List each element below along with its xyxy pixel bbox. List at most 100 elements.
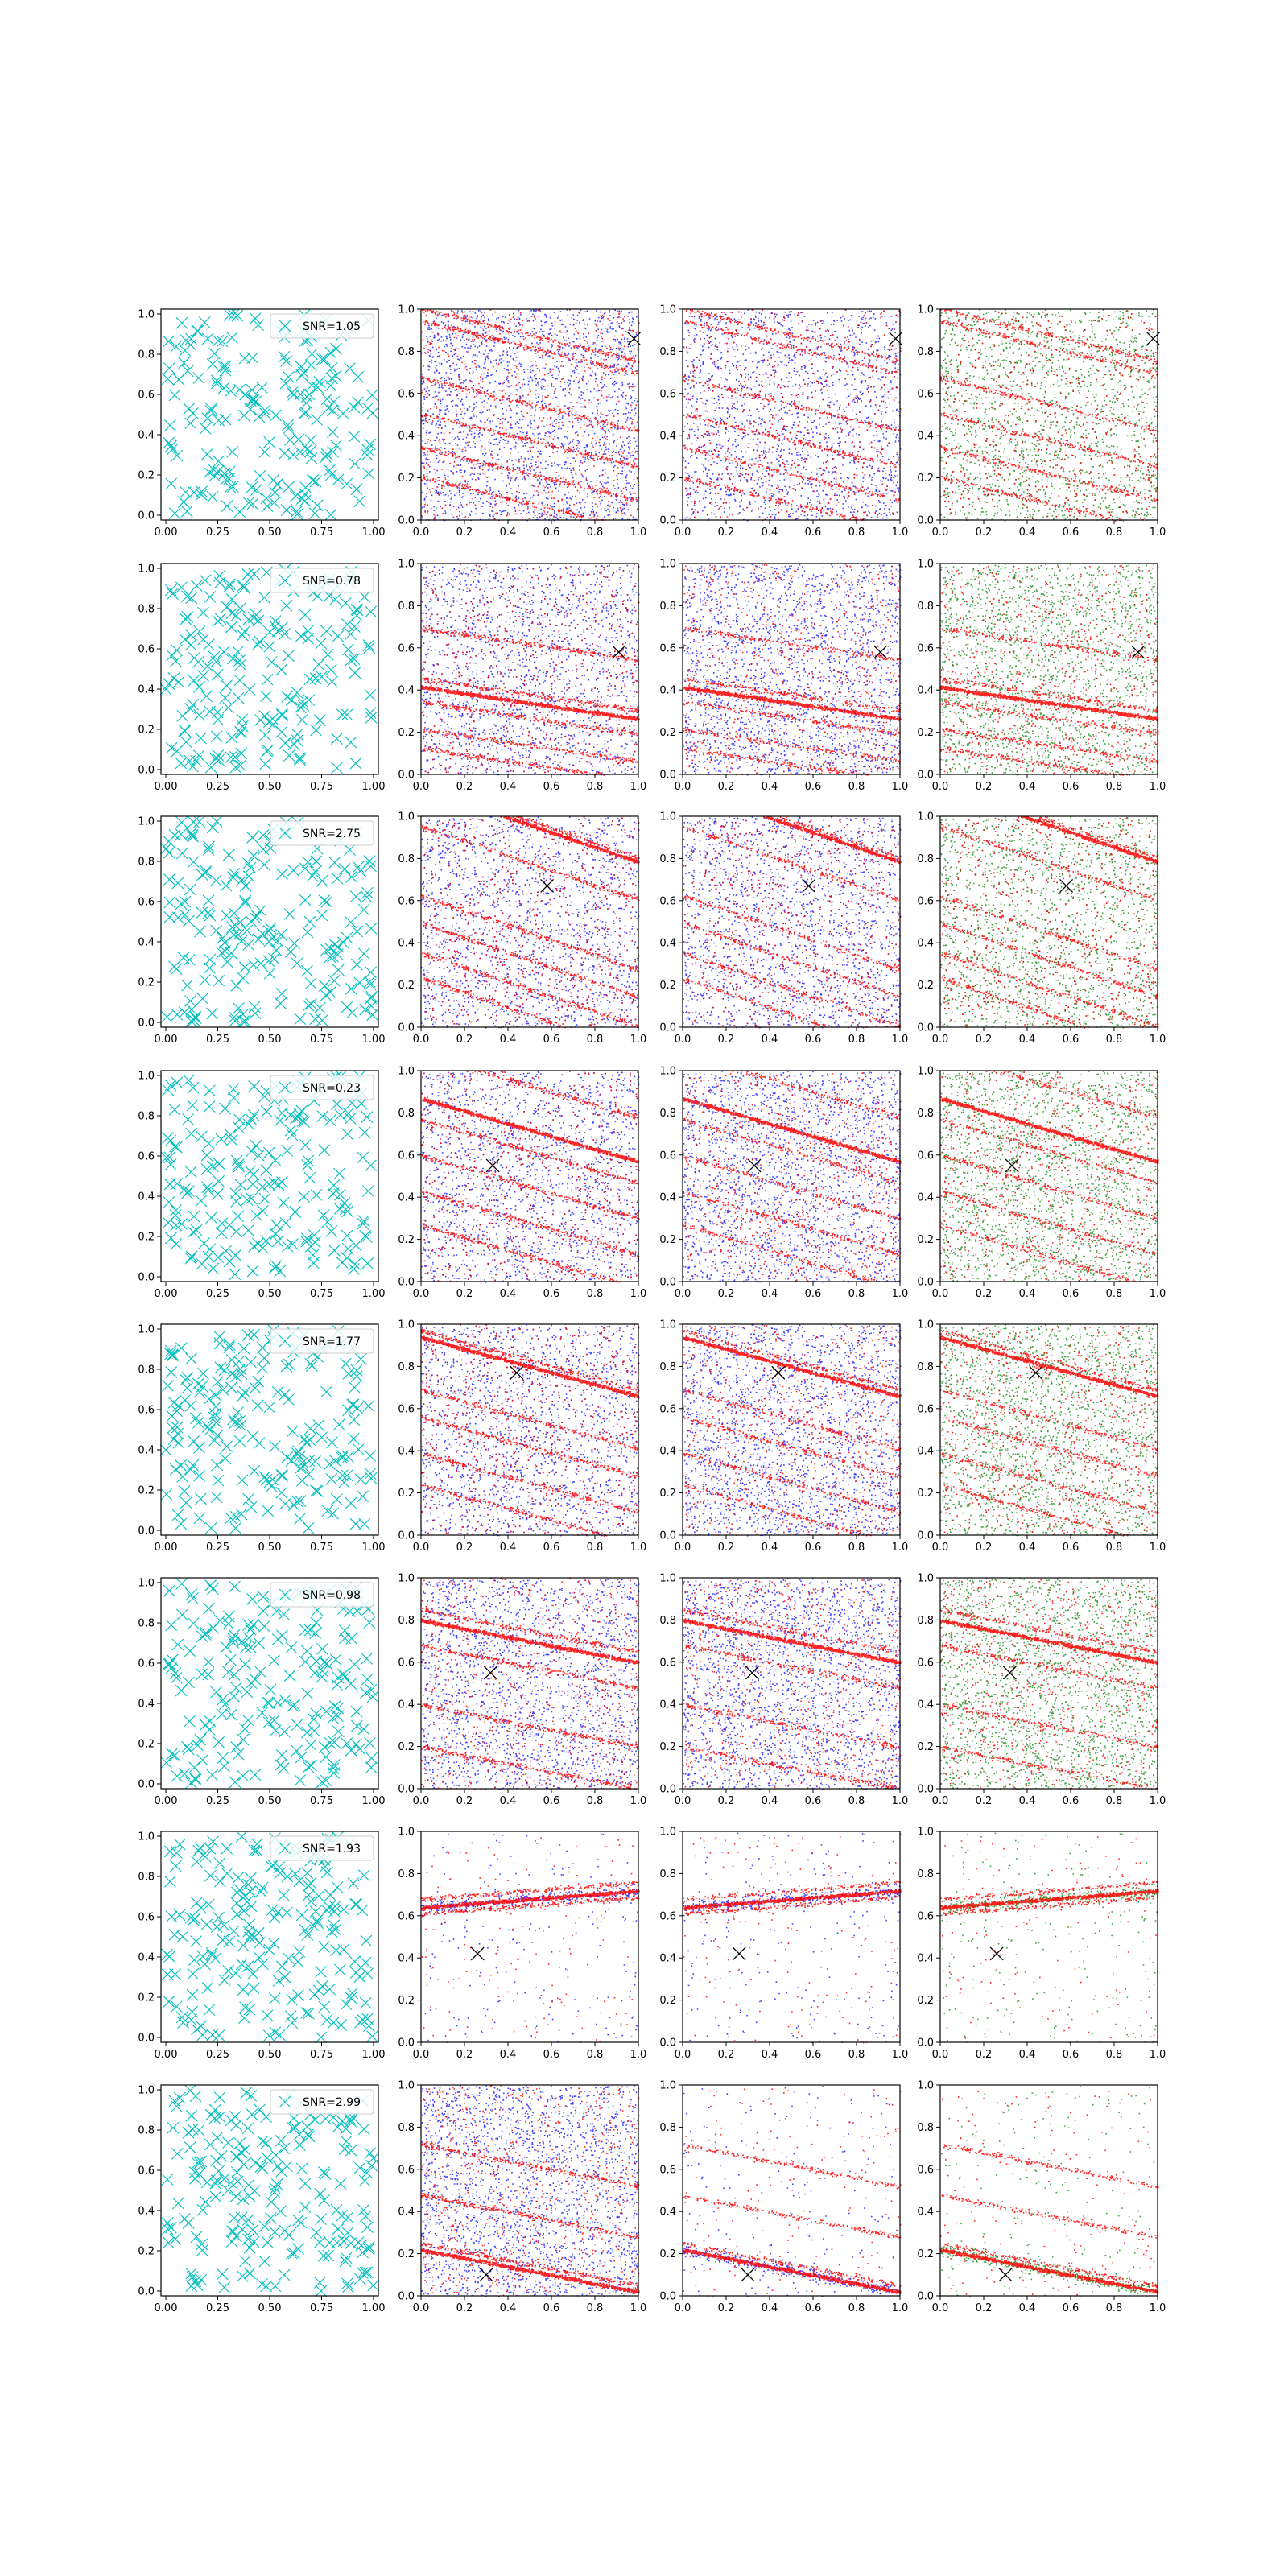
cloud-panel-row-7-col-4: 0.0 0.2 0.4 0.6 0.8 1.00.00.20.40.60.81.0 [917, 1827, 1166, 2062]
source-marker-icon [1005, 1158, 1019, 1173]
background-points [940, 309, 1159, 522]
y-tick-label: 0.4 [917, 2207, 934, 2219]
marker-point [220, 879, 233, 892]
marker-point [354, 1352, 367, 1365]
marker-point [248, 1464, 261, 1477]
marker-point [163, 1996, 175, 2008]
marker-point [222, 1666, 235, 1678]
marker-point [242, 1329, 254, 1341]
marker-point [239, 1641, 252, 1653]
marker-point [207, 1835, 219, 1848]
y-tick-label: 0.2 [659, 727, 676, 739]
marker-point [304, 1895, 317, 1908]
cloud-panel-row-4-col-2: 0.0 0.2 0.4 0.6 0.8 1.00.00.20.40.60.81.0 [398, 1066, 646, 1301]
marker-point [337, 1943, 350, 1956]
y-tick-label: 0.0 [659, 1022, 676, 1034]
x-tick-label: 1.00 [362, 1288, 386, 1300]
x-tick-label: 0.8 [848, 781, 865, 793]
marker-point [213, 1911, 225, 1924]
y-tick-label: 0.8 [138, 1618, 155, 1630]
marker-point [227, 1636, 240, 1649]
y-tick-label: 1.0 [659, 1066, 676, 1078]
marker-point [357, 903, 370, 916]
marker-point [289, 1206, 302, 1218]
marker-point [163, 678, 175, 691]
marker-point [235, 2146, 248, 2159]
marker-point [349, 621, 361, 633]
marker-point [234, 759, 246, 772]
marker-point [282, 1393, 295, 1406]
marker-point [178, 2212, 191, 2225]
marker-point [165, 440, 177, 452]
marker-point [304, 1876, 317, 1889]
x-tick-label: 0.2 [456, 1288, 473, 1300]
marker-point [297, 1460, 310, 1472]
cloud-points [421, 564, 640, 776]
legend-box [270, 1075, 374, 1100]
marker-point [310, 724, 322, 737]
marker-point [218, 936, 231, 949]
marker-point [299, 894, 312, 906]
marker-point [217, 1384, 229, 1396]
marker-point [171, 1008, 184, 1021]
marker-point [246, 1593, 258, 1605]
y-tick-label: 0.0 [398, 1784, 415, 1796]
marker-point [260, 1164, 273, 1177]
marker-point [203, 1100, 216, 1113]
marker-point [242, 496, 255, 509]
marker-point [364, 978, 377, 991]
x-tick-label: 0.2 [976, 781, 993, 793]
marker-point [361, 2221, 374, 2234]
marker-point [294, 1495, 307, 1508]
marker-point [181, 1187, 193, 1199]
marker-point [159, 683, 172, 696]
marker-point [225, 2176, 237, 2189]
marker-point [366, 2030, 378, 2043]
marker-point [204, 2138, 217, 2151]
marker-point [308, 1666, 321, 1679]
marker-point [258, 1620, 270, 1633]
marker-point [348, 1263, 360, 1275]
marker-point [183, 914, 195, 927]
y-tick-label: 0.6 [398, 1657, 415, 1669]
y-tick-label: 0.2 [659, 1741, 676, 1753]
source-marker-icon [873, 645, 888, 659]
x-tick-label: 0.6 [1063, 1288, 1080, 1300]
marker-point [302, 2128, 314, 2141]
marker-point [206, 1160, 219, 1173]
marker-point [214, 1361, 227, 1374]
marker-point [333, 1167, 345, 1180]
marker-point [201, 412, 214, 425]
x-tick-label: 0.0 [932, 1288, 949, 1300]
marker-point [361, 1257, 374, 1269]
x-tick-label: 0.2 [976, 526, 993, 539]
band-points [683, 1071, 902, 1282]
marker-point [306, 348, 318, 361]
marker-point [176, 1930, 189, 1943]
marker-point [275, 725, 288, 738]
source-marker-icon [1131, 645, 1146, 659]
marker-point [315, 1965, 327, 1978]
marker-point [228, 1629, 241, 1641]
x-tick-label: 0.6 [543, 1542, 560, 1554]
marker-point [221, 1440, 233, 1453]
marker-point [367, 2152, 380, 2165]
marker-point [279, 1694, 291, 1707]
marker-point [361, 2013, 374, 2025]
marker-point [270, 1260, 283, 1272]
marker-point [187, 698, 200, 711]
marker-point [233, 1884, 246, 1896]
marker-point [287, 389, 300, 401]
marker-point [258, 407, 271, 420]
marker-point [191, 324, 204, 337]
marker-point [287, 2112, 300, 2124]
marker-point [238, 625, 251, 638]
marker-point [324, 663, 337, 676]
cloud-panel-row-1-col-4: 0.0 0.2 0.4 0.6 0.8 1.00.00.20.40.60.81.0 [917, 304, 1166, 539]
marker-point [203, 840, 215, 853]
marker-point [184, 703, 197, 715]
marker-point [220, 1245, 233, 1257]
marker-point [357, 947, 370, 960]
marker-point [260, 1473, 273, 1486]
marker-point [351, 925, 363, 938]
